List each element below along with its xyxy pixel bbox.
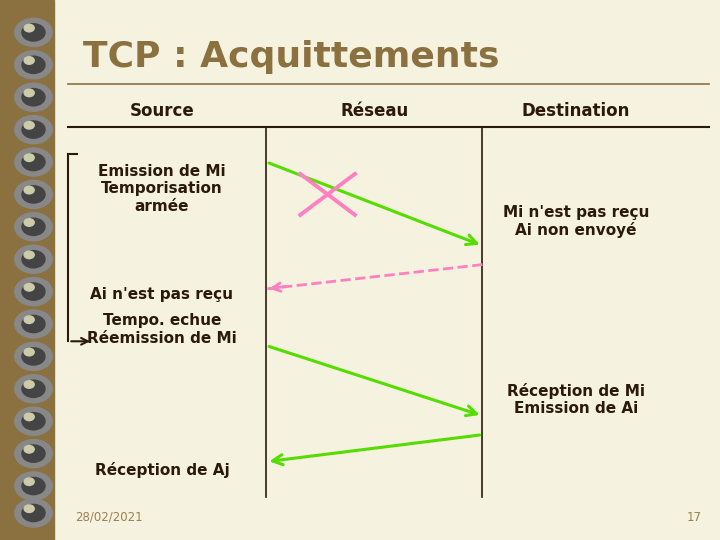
Circle shape [14,472,52,500]
Bar [0,0,54,540]
Text: TCP : Acquittements: TCP : Acquittements [83,40,499,73]
Circle shape [14,116,52,144]
Circle shape [24,316,35,323]
Text: Réception de Aj: Réception de Aj [94,462,230,478]
Circle shape [22,477,45,495]
Circle shape [24,24,35,32]
Circle shape [22,251,45,268]
Circle shape [14,245,52,273]
Text: Source: Source [130,102,194,120]
Text: Emission de Mi
Temporisation
armée: Emission de Mi Temporisation armée [98,164,226,214]
Circle shape [24,381,35,388]
Text: Réception de Mi
Emission de Ai: Réception de Mi Emission de Ai [507,383,645,416]
Circle shape [24,478,35,485]
Text: Destination: Destination [522,102,630,120]
Text: 28/02/2021: 28/02/2021 [76,511,143,524]
Circle shape [22,504,45,522]
Circle shape [22,24,45,41]
Circle shape [24,57,35,64]
Circle shape [14,148,52,176]
Text: Mi n'est pas reçu
Ai non envoyé: Mi n'est pas reçu Ai non envoyé [503,205,649,238]
Circle shape [24,89,35,97]
Circle shape [24,219,35,226]
Circle shape [14,278,52,306]
Circle shape [24,251,35,259]
Circle shape [24,122,35,129]
Circle shape [14,213,52,241]
Circle shape [14,83,52,111]
Text: 17: 17 [687,511,702,524]
Circle shape [14,180,52,208]
Circle shape [22,121,45,138]
Circle shape [14,51,52,79]
Circle shape [14,375,52,403]
Circle shape [24,186,35,194]
Circle shape [24,154,35,161]
Circle shape [14,407,52,435]
Circle shape [22,283,45,300]
Circle shape [14,499,52,527]
Circle shape [22,56,45,73]
Circle shape [14,18,52,46]
Circle shape [22,380,45,397]
Text: Tempo. echue
Réemission de Mi: Tempo. echue Réemission de Mi [87,313,237,346]
Circle shape [14,440,52,468]
Circle shape [22,445,45,462]
Circle shape [24,505,35,512]
Circle shape [22,218,45,235]
Circle shape [24,348,35,356]
Circle shape [22,89,45,106]
Circle shape [24,284,35,291]
Circle shape [24,446,35,453]
Circle shape [22,348,45,365]
Circle shape [22,186,45,203]
Text: Réseau: Réseau [341,102,408,120]
Circle shape [24,413,35,421]
Circle shape [22,315,45,333]
Circle shape [14,342,52,370]
Circle shape [14,310,52,338]
Circle shape [22,153,45,171]
Text: Ai n'est pas reçu: Ai n'est pas reçu [91,287,233,302]
Circle shape [22,413,45,430]
